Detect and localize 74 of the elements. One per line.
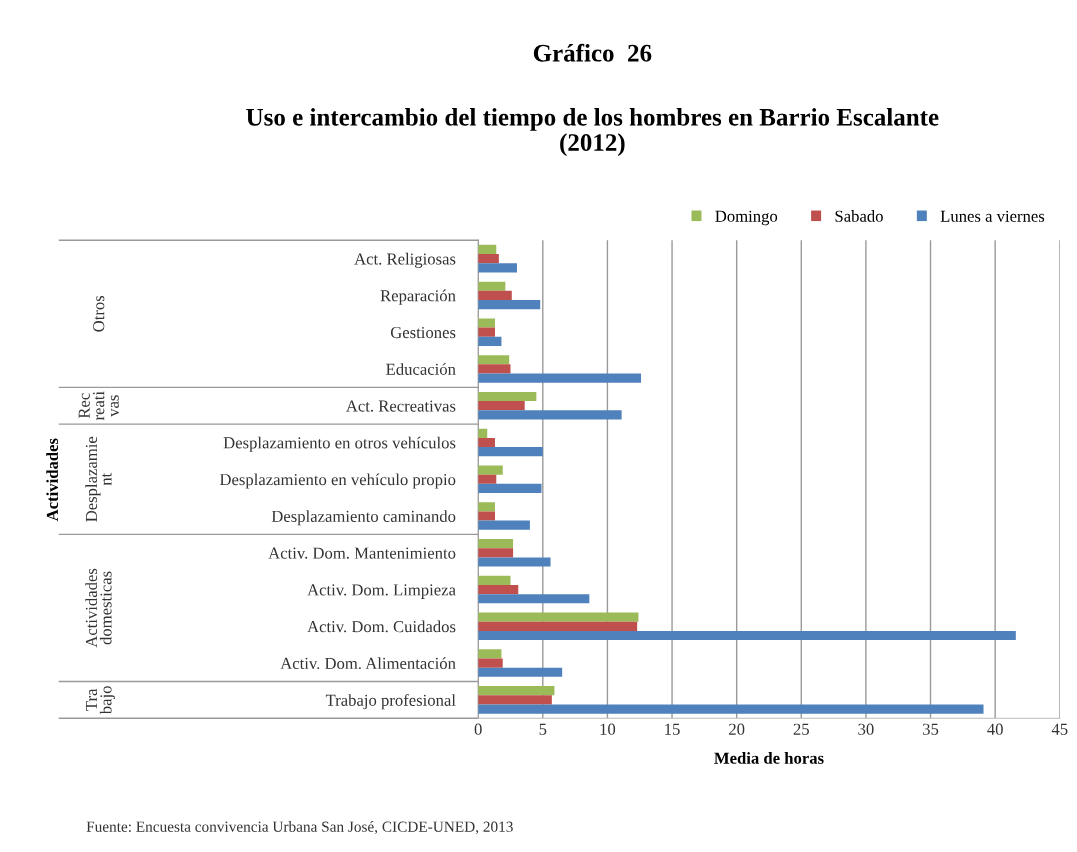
x-tick-label: 5	[539, 723, 547, 735]
bar	[478, 336, 502, 346]
bar	[478, 410, 622, 420]
x-tick-label: 15	[665, 723, 680, 735]
bar	[478, 548, 514, 558]
y-tick-label: Act. Religiosas	[354, 252, 456, 269]
y-tick-label: Activ. Dom. Cuidados	[307, 620, 456, 633]
x-tick-label: 0	[474, 723, 482, 735]
bar	[478, 502, 495, 512]
bar	[478, 658, 503, 668]
legend-label: Lunes a viernes	[940, 210, 1045, 222]
bar	[478, 612, 639, 622]
x-tick-label: 45	[1051, 723, 1068, 735]
bar	[478, 557, 551, 567]
bar	[478, 373, 642, 383]
y-tick-label: Educación	[386, 363, 456, 375]
legend-label: Domingo	[715, 210, 778, 226]
text: Rec reati vas	[78, 391, 119, 421]
y-tick-label: Reparación	[380, 289, 456, 305]
text: Actividades domesticas	[85, 568, 112, 648]
bar	[478, 667, 563, 677]
bar	[478, 520, 530, 530]
y-tick-label: Trabajo profesional	[325, 693, 456, 710]
bar	[478, 539, 514, 549]
x-tick-label: 40	[987, 723, 1003, 735]
text: Actividades	[46, 438, 59, 522]
text: Desplazamie nt	[85, 436, 112, 522]
x-tick-label: 25	[793, 723, 809, 735]
x-tick-label: 10	[600, 723, 616, 735]
x-axis-title: Media de horas	[714, 752, 824, 764]
bar	[478, 649, 502, 659]
bar	[478, 437, 495, 448]
bar	[478, 474, 497, 484]
bar	[478, 244, 497, 255]
y-tick-label: Desplazamiento caminando	[271, 510, 456, 526]
bar	[478, 465, 503, 475]
text: Otros	[93, 295, 105, 332]
y-tick-label: Activ. Dom. Mantenimiento	[268, 547, 456, 559]
bar	[478, 327, 495, 337]
bar	[478, 391, 537, 402]
bar	[478, 594, 590, 604]
bar	[478, 281, 506, 291]
bar	[478, 364, 511, 374]
bar	[478, 695, 552, 705]
bar	[478, 401, 525, 411]
x-tick-label: 30	[858, 723, 874, 735]
y-tick-label: Desplazamiento en vehículo propio	[219, 473, 456, 489]
y-tick-label: Desplazamiento en otros vehículos	[223, 436, 456, 452]
bar	[478, 704, 984, 714]
chart-title: Gráfico 26	[533, 43, 652, 62]
bar	[478, 483, 542, 494]
bar	[478, 290, 512, 301]
bar	[478, 621, 638, 631]
chart-subtitle: Uso e intercambio del tiempo de los hombres en Barrio Escalante (2012)	[246, 108, 939, 157]
bar	[478, 630, 1016, 641]
x-tick-label: 35	[922, 723, 939, 735]
y-tick-label: Act. Recreativas	[345, 400, 456, 412]
y-tick-label: Gestiones	[390, 326, 456, 339]
y-tick-label: Activ. Dom. Alimentación	[280, 657, 456, 670]
bar	[478, 447, 543, 457]
bar	[478, 300, 541, 310]
bar	[478, 686, 555, 696]
x-tick-label: 20	[729, 723, 745, 735]
bar	[478, 355, 510, 365]
bar	[478, 318, 495, 328]
text: Tra bajo	[85, 686, 115, 715]
legend-label: Sabado	[835, 210, 883, 222]
source-note: Fuente: Encuesta convivencia Urbana San José, CICDE-UNED, 2013	[86, 821, 513, 835]
bar	[478, 254, 499, 264]
bar	[478, 575, 511, 585]
bar	[478, 584, 519, 595]
bar	[478, 263, 517, 273]
y-tick-label: Activ. Dom. Limpieza	[307, 584, 456, 599]
bar	[478, 511, 495, 521]
